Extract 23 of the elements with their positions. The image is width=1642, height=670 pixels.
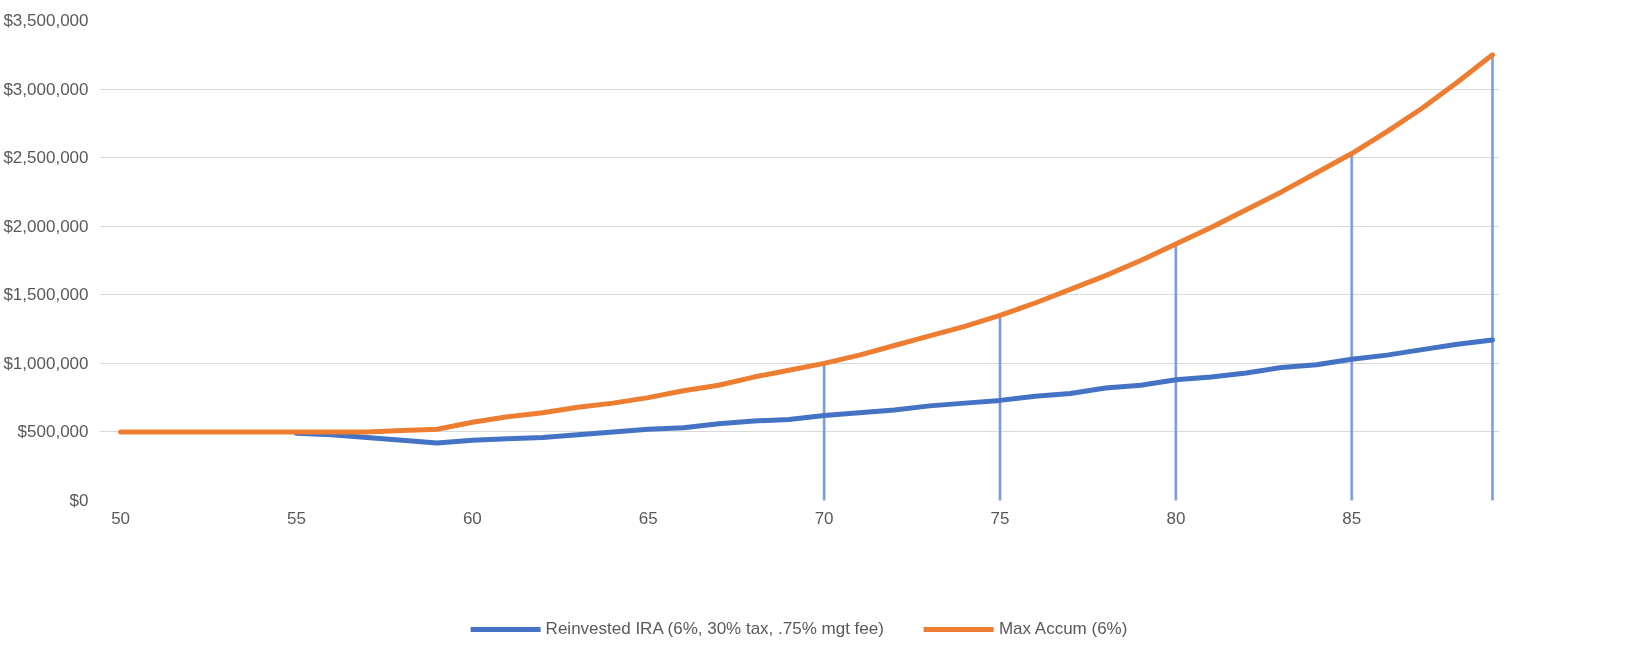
y-tick-label: $0 [69,491,89,510]
x-tick-label: 80 [1166,508,1186,528]
bar [822,363,826,501]
x-tick-label: 65 [638,508,658,528]
x-tick-label: 50 [111,508,131,528]
y-tick-label: $2,000,000 [3,216,89,236]
y-tick-label: $1,500,000 [3,285,89,305]
bar [1174,243,1178,501]
y-tick-label: $3,500,000 [3,11,89,30]
x-tick-label: 60 [462,508,482,528]
x-tick-label: 70 [814,508,834,528]
bar [1350,153,1354,501]
y-tick-label: $3,000,000 [3,79,89,99]
x-tick-label: 55 [287,508,306,528]
y-tick-label: $1,000,000 [3,353,89,373]
x-tick-label: 75 [990,508,1010,528]
x-tick-label: 85 [1342,508,1362,528]
y-tick-label: $2,500,000 [3,148,89,168]
y-tick-label: $500,000 [17,422,89,442]
legend-label: Max Accum (6%) [998,619,1128,639]
bar [998,315,1002,501]
legend-label: Reinvested IRA (6%, 30% tax, .75% mgt fee) [545,619,884,639]
bar [1491,54,1494,501]
